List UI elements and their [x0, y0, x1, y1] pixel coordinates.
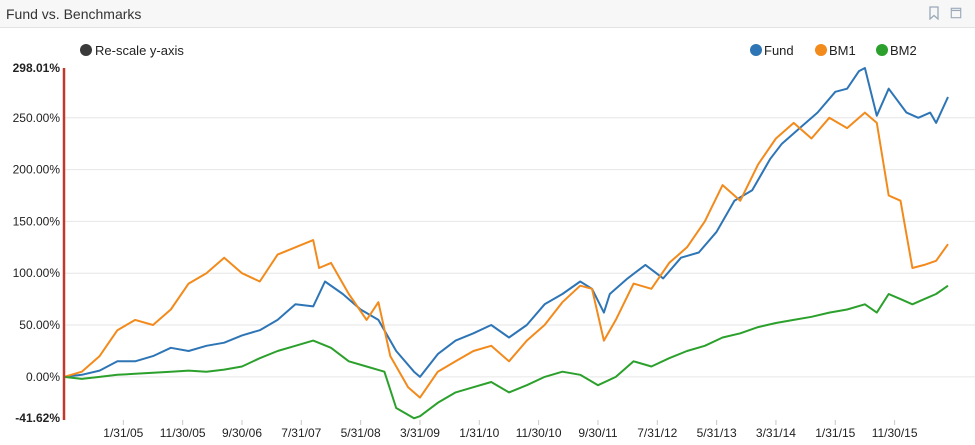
series-line-bm2 [63, 284, 949, 420]
legend-label: Fund [764, 43, 794, 58]
panel-header: Fund vs. Benchmarks [0, 0, 975, 28]
y-min-label: -41.62% [15, 411, 60, 425]
x-tick-label: 3/31/09 [400, 426, 440, 440]
y-tick-label: 0.00% [26, 370, 60, 384]
series-layer [63, 67, 949, 420]
x-tick-label: 5/31/08 [341, 426, 381, 440]
x-tick-label: 1/31/15 [815, 426, 855, 440]
gridlines [64, 117, 975, 378]
x-ticks: 1/31/05 11/30/05 9/30/06 7/31/07 5/31/08 3/31… [103, 420, 918, 440]
x-tick-label: 7/31/07 [281, 426, 321, 440]
x-tick-label: 11/30/10 [516, 426, 562, 440]
x-tick-label: 1/31/10 [459, 426, 499, 440]
x-tick-label: 11/30/05 [160, 426, 206, 440]
x-tick-label: 7/31/12 [637, 426, 677, 440]
series-line-fund [63, 67, 949, 378]
x-tick-label: 9/30/11 [578, 426, 617, 440]
rescale-label: Re-scale y-axis [95, 43, 184, 58]
x-tick-label: 11/30/15 [872, 426, 918, 440]
maximize-icon[interactable] [950, 6, 962, 20]
legend-dot-icon [815, 44, 827, 56]
rescale-dot-icon [80, 44, 92, 56]
x-tick-label: 3/31/14 [756, 426, 796, 440]
y-tick-label: 250.00% [13, 111, 61, 125]
bookmark-icon[interactable] [928, 6, 940, 20]
y-tick-label: 200.00% [13, 163, 61, 177]
x-tick-label: 5/31/13 [697, 426, 737, 440]
y-tick-label: 100.00% [13, 266, 61, 280]
series-line-bm1 [63, 111, 949, 399]
x-tick-label: 9/30/06 [222, 426, 262, 440]
panel-title: Fund vs. Benchmarks [6, 6, 142, 22]
y-tick-label: 150.00% [13, 214, 61, 228]
legend-label: BM1 [829, 43, 856, 58]
x-tick-label: 1/31/05 [103, 426, 143, 440]
legend-label: BM2 [890, 43, 917, 58]
y-tick-label: 50.00% [19, 318, 60, 332]
legend-dot-icon [876, 44, 888, 56]
y-ticks: 250.00% 200.00% 150.00% 100.00% 50.00% 0.00% [13, 111, 61, 384]
legend-dot-icon [750, 44, 762, 56]
y-max-label: 298.01% [13, 61, 61, 75]
